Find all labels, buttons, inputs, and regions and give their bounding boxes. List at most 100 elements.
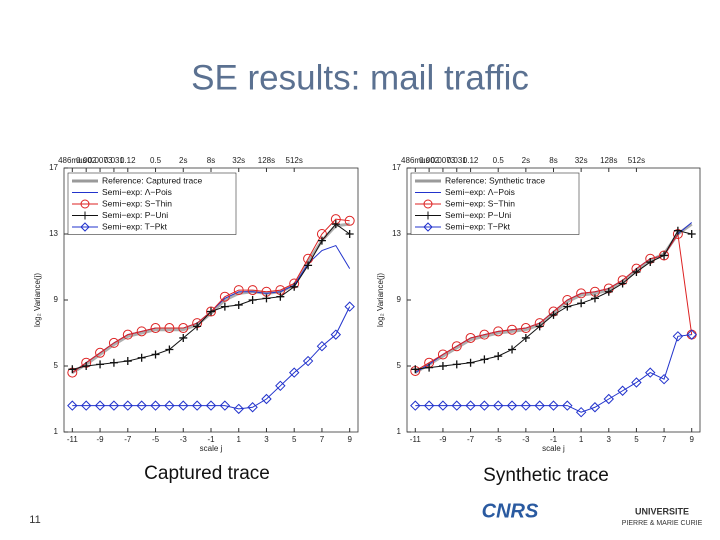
point xyxy=(451,400,462,411)
point xyxy=(465,400,476,411)
y-axis-label: log₂ Variance(j) xyxy=(376,273,385,327)
top-tick-label: 486mus xyxy=(401,156,429,165)
top-tick-label: 0.031 xyxy=(447,156,468,165)
point xyxy=(219,400,231,411)
point xyxy=(330,329,342,340)
point xyxy=(261,393,272,405)
point xyxy=(480,355,489,364)
point xyxy=(521,333,530,342)
x-tick-label: 9 xyxy=(347,435,352,444)
point xyxy=(658,373,670,385)
point xyxy=(493,326,504,337)
point xyxy=(494,352,503,361)
point xyxy=(206,306,216,317)
top-tick-label: 2s xyxy=(179,156,187,165)
point xyxy=(164,400,175,411)
x-tick-label: -11 xyxy=(410,435,422,444)
point xyxy=(151,350,160,359)
point xyxy=(437,400,449,411)
page-number: 11 xyxy=(29,514,40,526)
point xyxy=(137,353,146,362)
legend-label: Semi−exp: P−Uni xyxy=(102,210,168,220)
point xyxy=(687,230,696,238)
point xyxy=(302,355,314,367)
point xyxy=(549,310,558,319)
x-tick-label: -3 xyxy=(180,435,188,444)
point xyxy=(164,323,175,334)
legend-marker-shape xyxy=(423,199,433,209)
point xyxy=(193,322,202,331)
y-tick-label: 5 xyxy=(54,361,59,370)
point xyxy=(316,340,328,352)
point xyxy=(686,329,697,340)
legend-marker xyxy=(80,199,90,209)
y-tick-label: 17 xyxy=(49,163,58,172)
y-tick-label: 13 xyxy=(392,229,401,238)
x-tick-label: -1 xyxy=(207,435,215,444)
x-tick-label: -7 xyxy=(467,435,475,444)
point xyxy=(205,400,217,411)
point xyxy=(122,400,133,411)
point xyxy=(535,322,544,331)
point xyxy=(247,402,258,413)
legend-label: Reference: Captured trace xyxy=(102,175,202,185)
point xyxy=(178,323,189,334)
point xyxy=(94,400,106,411)
top-tick-label: 128s xyxy=(258,156,275,165)
point xyxy=(122,329,133,340)
point xyxy=(632,267,641,276)
x-tick-label: -9 xyxy=(96,435,104,444)
point xyxy=(345,230,354,238)
point xyxy=(82,362,91,370)
point xyxy=(317,236,326,245)
point xyxy=(275,380,286,392)
x-tick-label: -11 xyxy=(67,435,79,444)
point xyxy=(479,400,490,411)
legend-label: Semi−exp: S−Thin xyxy=(102,198,172,208)
x-tick-label: -9 xyxy=(439,435,447,444)
point xyxy=(67,400,78,411)
point xyxy=(150,323,161,334)
point xyxy=(590,294,599,303)
point xyxy=(80,400,92,411)
point xyxy=(617,385,628,396)
y-tick-label: 13 xyxy=(49,229,58,238)
legend-marker xyxy=(423,222,433,232)
point xyxy=(289,367,300,378)
point xyxy=(479,329,490,340)
logo: UNIVERSITE xyxy=(635,506,689,516)
point xyxy=(437,349,448,360)
point xyxy=(507,324,518,335)
x-tick-label: -5 xyxy=(152,435,160,444)
point xyxy=(589,402,601,413)
point xyxy=(108,400,120,411)
x-tick-label: 1 xyxy=(237,435,242,444)
point xyxy=(562,400,573,411)
point xyxy=(68,365,77,374)
legend-marker-shape xyxy=(80,199,90,209)
y-axis-label: log₂ Variance(j) xyxy=(33,273,42,327)
top-tick-label: 512s xyxy=(628,156,645,165)
point xyxy=(672,331,684,342)
point xyxy=(344,215,355,226)
legend-marker xyxy=(423,199,433,209)
point xyxy=(165,345,174,354)
top-tick-label: 0.031 xyxy=(104,156,125,165)
point xyxy=(548,400,559,411)
legend-marker-shape xyxy=(423,222,433,232)
legend-label: Semi−exp: S−Thin xyxy=(445,198,515,208)
y-tick-label: 9 xyxy=(54,295,59,304)
y-tick-label: 1 xyxy=(397,427,402,436)
x-axis-label: scale j xyxy=(200,444,223,453)
x-tick-label: 7 xyxy=(662,435,667,444)
point xyxy=(304,261,313,270)
point xyxy=(423,400,435,411)
point xyxy=(520,323,531,334)
slide-title: SE results: mail traffic xyxy=(191,58,529,97)
y-tick-label: 9 xyxy=(397,295,402,304)
point xyxy=(563,302,572,311)
point xyxy=(618,279,627,288)
x-tick-label: 7 xyxy=(320,435,325,444)
